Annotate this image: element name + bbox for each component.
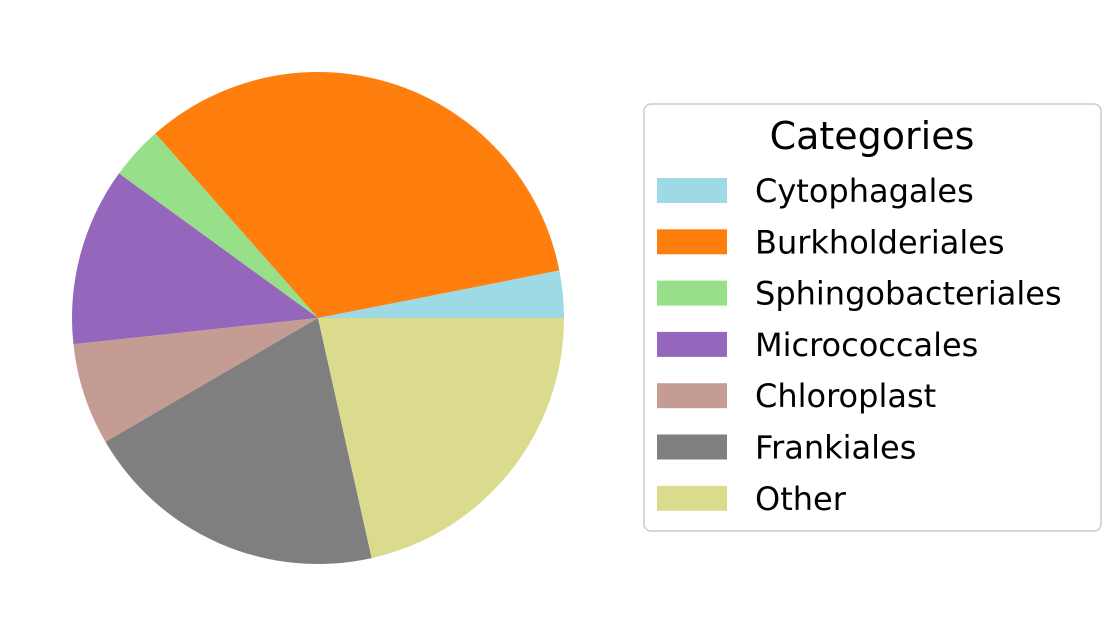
pie-slice-chloroplast: [73, 318, 319, 442]
legend-swatch-sphingobacteriales: [657, 280, 727, 306]
legend: Categories Cytophagales Burkholderiales Sp…: [643, 103, 1102, 532]
pie-slice-burkholderiales: [155, 71, 560, 318]
pie-slice-other: [318, 318, 564, 559]
legend-swatch-micrococcales: [657, 331, 727, 357]
pie-slice-cytophagales: [318, 270, 564, 318]
pie-group: [71, 71, 564, 565]
legend-label-other: Other: [755, 480, 847, 518]
legend-swatch-cytophagales: [657, 178, 727, 203]
legend-frame: [643, 103, 1102, 532]
legend-swatch-chloroplast: [657, 383, 727, 409]
legend-label-cytophagales: Cytophagales: [755, 172, 974, 210]
pie-slice-sphingobacteriales: [118, 133, 318, 318]
legend-swatch-other: [657, 485, 727, 511]
legend-swatch-frankiales: [657, 434, 727, 460]
legend-label-frankiales: Frankiales: [755, 429, 916, 467]
legend-label-burkholderiales: Burkholderiales: [755, 223, 1005, 261]
legend-title: Categories: [770, 114, 975, 158]
pie-slice-micrococcales: [71, 173, 318, 345]
legend-label-sphingobacteriales: Sphingobacteriales: [755, 275, 1062, 313]
pie-slice-frankiales: [105, 318, 372, 565]
legend-swatch-burkholderiales: [657, 229, 727, 255]
legend-label-chloroplast: Chloroplast: [755, 377, 936, 415]
legend-label-micrococcales: Micrococcales: [755, 326, 978, 364]
legend-items: Cytophagales Burkholderiales Sphingobacter…: [657, 172, 1062, 518]
